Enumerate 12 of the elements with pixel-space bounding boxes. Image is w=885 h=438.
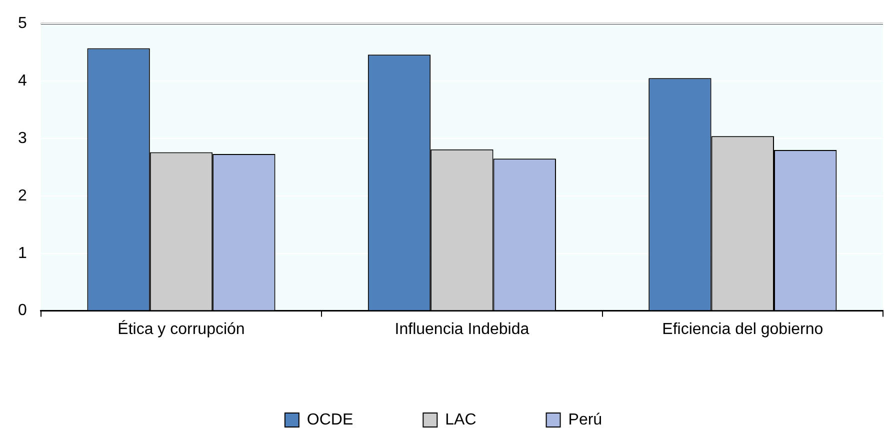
legend-label: Perú <box>568 411 602 428</box>
x-tick-label: Influencia Indebida <box>394 320 530 338</box>
y-tick-label: 4 <box>18 72 27 90</box>
legend-label: LAC <box>445 411 476 428</box>
y-tick-label: 1 <box>18 244 27 262</box>
legend-label: OCDE <box>306 411 354 428</box>
y-tick-label: 3 <box>18 130 27 147</box>
x-tick-label: Eficiencia del gobierno <box>662 320 824 338</box>
y-tick-label: 0 <box>18 302 27 320</box>
y-tick-label: 2 <box>18 187 27 204</box>
x-tick-label: Ética y corrupción <box>118 320 245 338</box>
y-tick-label: 5 <box>18 15 27 32</box>
